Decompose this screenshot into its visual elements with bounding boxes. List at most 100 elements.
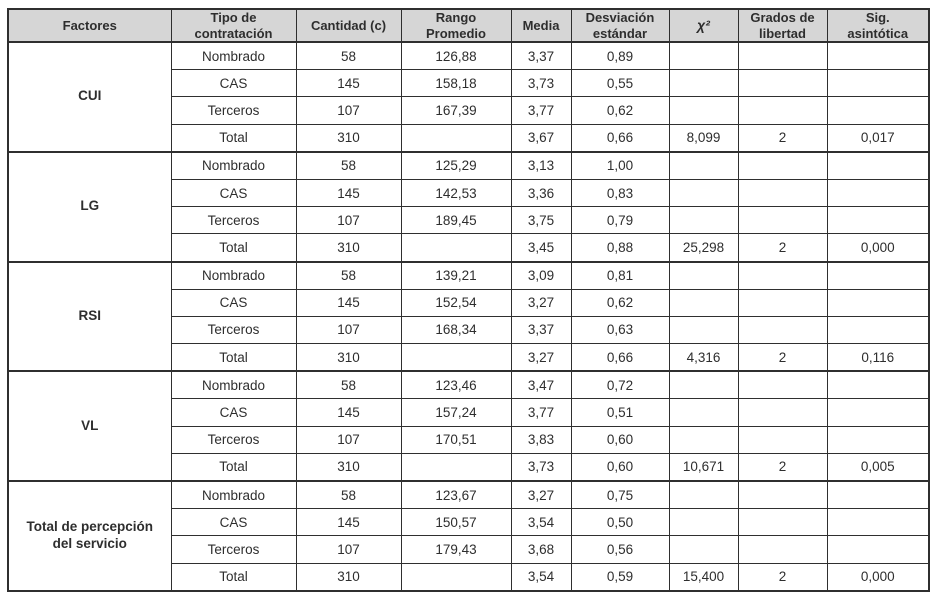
table-row: CAS 145 157,24 3,77 0,51 <box>8 398 930 427</box>
cell-tipo: Nombrado <box>170 41 297 71</box>
table-row: CAS 145 150,57 3,54 0,50 <box>8 508 930 537</box>
table-row: Terceros 107 167,39 3,77 0,62 <box>8 96 930 125</box>
cell-media: 3,54 <box>510 562 572 592</box>
cell-cantidad: 107 <box>295 96 402 125</box>
cell-media: 3,37 <box>510 315 572 345</box>
cell-cantidad: 145 <box>295 508 402 537</box>
cell-desviacion: 0,55 <box>570 69 670 98</box>
cell-chi2 <box>668 315 739 345</box>
cell-desviacion: 0,72 <box>570 370 670 400</box>
cell-chi2: 8,099 <box>668 123 739 153</box>
cell-chi2: 4,316 <box>668 343 739 372</box>
cell-sig <box>826 69 930 98</box>
cell-rango <box>400 562 512 592</box>
table-row: VL Nombrado 58 123,46 3,47 0,72 <box>7 370 930 482</box>
cell-cantidad: 58 <box>295 480 402 510</box>
cell-cantidad: 145 <box>295 288 402 317</box>
cell-cantidad: 58 <box>295 150 402 180</box>
cell-tipo: Total <box>170 562 297 592</box>
table-row: CAS 145 158,18 3,73 0,55 <box>8 69 930 98</box>
cell-grados <box>737 41 828 71</box>
cell-tipo: Nombrado <box>170 260 297 290</box>
column-header-rango-promedio: Rango Promedio <box>400 8 512 43</box>
cell-grados <box>737 206 828 235</box>
cell-sig <box>826 41 930 71</box>
cell-cantidad: 107 <box>295 425 402 454</box>
cell-sig: 0,005 <box>826 452 930 482</box>
cell-desviacion: 0,63 <box>570 315 670 345</box>
cell-media: 3,73 <box>510 69 572 98</box>
cell-desviacion: 0,75 <box>570 480 670 510</box>
cell-media: 3,27 <box>510 480 572 510</box>
cell-sig <box>826 425 930 454</box>
table-row: RSI Nombrado 58 139,21 3,09 0,81 <box>7 260 930 372</box>
cell-rango: 158,18 <box>400 69 512 98</box>
cell-rango: 123,46 <box>400 370 512 400</box>
cell-rango <box>400 343 512 372</box>
cell-chi2 <box>668 69 739 98</box>
cell-tipo: Terceros <box>170 96 297 125</box>
table-row: Total de percepción del servicio Nombrado… <box>7 480 930 592</box>
cell-cantidad: 145 <box>295 398 402 427</box>
table-body: CUI Nombrado 58 126,88 3,37 0,89 CAS 145 158,18 3… <box>7 41 930 592</box>
cell-sig <box>826 206 930 235</box>
cell-tipo: Total <box>170 233 297 262</box>
cell-desviacion: 0,51 <box>570 398 670 427</box>
cell-desviacion: 0,62 <box>570 96 670 125</box>
cell-rango: 126,88 <box>400 41 512 71</box>
cell-grados <box>737 96 828 125</box>
cell-grados <box>737 480 828 510</box>
cell-grados: 2 <box>737 452 828 482</box>
cell-cantidad: 310 <box>295 562 402 592</box>
column-header-sig-asintotica: Sig. asintótica <box>826 8 930 43</box>
cell-tipo: Nombrado <box>170 150 297 180</box>
cell-media: 3,37 <box>510 41 572 71</box>
cell-rango: 157,24 <box>400 398 512 427</box>
column-header-media: Media <box>510 8 572 43</box>
cell-desviacion: 1,00 <box>570 150 670 180</box>
cell-tipo: CAS <box>170 398 297 427</box>
cell-media: 3,09 <box>510 260 572 290</box>
factor-cell: LG <box>7 150 172 262</box>
cell-rango: 152,54 <box>400 288 512 317</box>
cell-desviacion: 0,59 <box>570 562 670 592</box>
cell-cantidad: 58 <box>295 41 402 71</box>
cell-media: 3,77 <box>510 398 572 427</box>
cell-rango <box>400 233 512 262</box>
cell-tipo: Terceros <box>170 425 297 454</box>
cell-chi2: 10,671 <box>668 452 739 482</box>
cell-rango: 189,45 <box>400 206 512 235</box>
cell-rango: 179,43 <box>400 535 512 564</box>
cell-media: 3,68 <box>510 535 572 564</box>
cell-cantidad: 145 <box>295 69 402 98</box>
table-row: Terceros 107 170,51 3,83 0,60 <box>8 425 930 454</box>
cell-chi2: 25,298 <box>668 233 739 262</box>
cell-sig <box>826 370 930 400</box>
header-row: Factores Tipo de contratación Cantidad (c)… <box>7 8 930 43</box>
cell-tipo: Terceros <box>170 315 297 345</box>
cell-cantidad: 310 <box>295 343 402 372</box>
cell-grados: 2 <box>737 233 828 262</box>
cell-desviacion: 0,83 <box>570 178 670 208</box>
column-header-factores: Factores <box>7 8 172 43</box>
cell-sig <box>826 150 930 180</box>
cell-rango: 142,53 <box>400 178 512 208</box>
cell-cantidad: 58 <box>295 370 402 400</box>
cell-rango: 139,21 <box>400 260 512 290</box>
table-row: Total 310 3,54 0,59 15,400 2 0,000 <box>8 562 930 592</box>
table-row: LG Nombrado 58 125,29 3,13 1,00 <box>7 150 930 262</box>
cell-desviacion: 0,62 <box>570 288 670 317</box>
cell-cantidad: 107 <box>295 206 402 235</box>
cell-sig: 0,000 <box>826 233 930 262</box>
cell-grados <box>737 398 828 427</box>
column-header-desviacion-estandar: Desviación estándar <box>570 8 670 43</box>
cell-chi2 <box>668 288 739 317</box>
table-row: Total 310 3,27 0,66 4,316 2 0,116 <box>8 343 930 372</box>
cell-tipo: Total <box>170 123 297 153</box>
cell-sig: 0,017 <box>826 123 930 153</box>
cell-grados <box>737 150 828 180</box>
cell-tipo: Total <box>170 452 297 482</box>
cell-cantidad: 310 <box>295 233 402 262</box>
table-row: CAS 145 152,54 3,27 0,62 <box>8 288 930 317</box>
